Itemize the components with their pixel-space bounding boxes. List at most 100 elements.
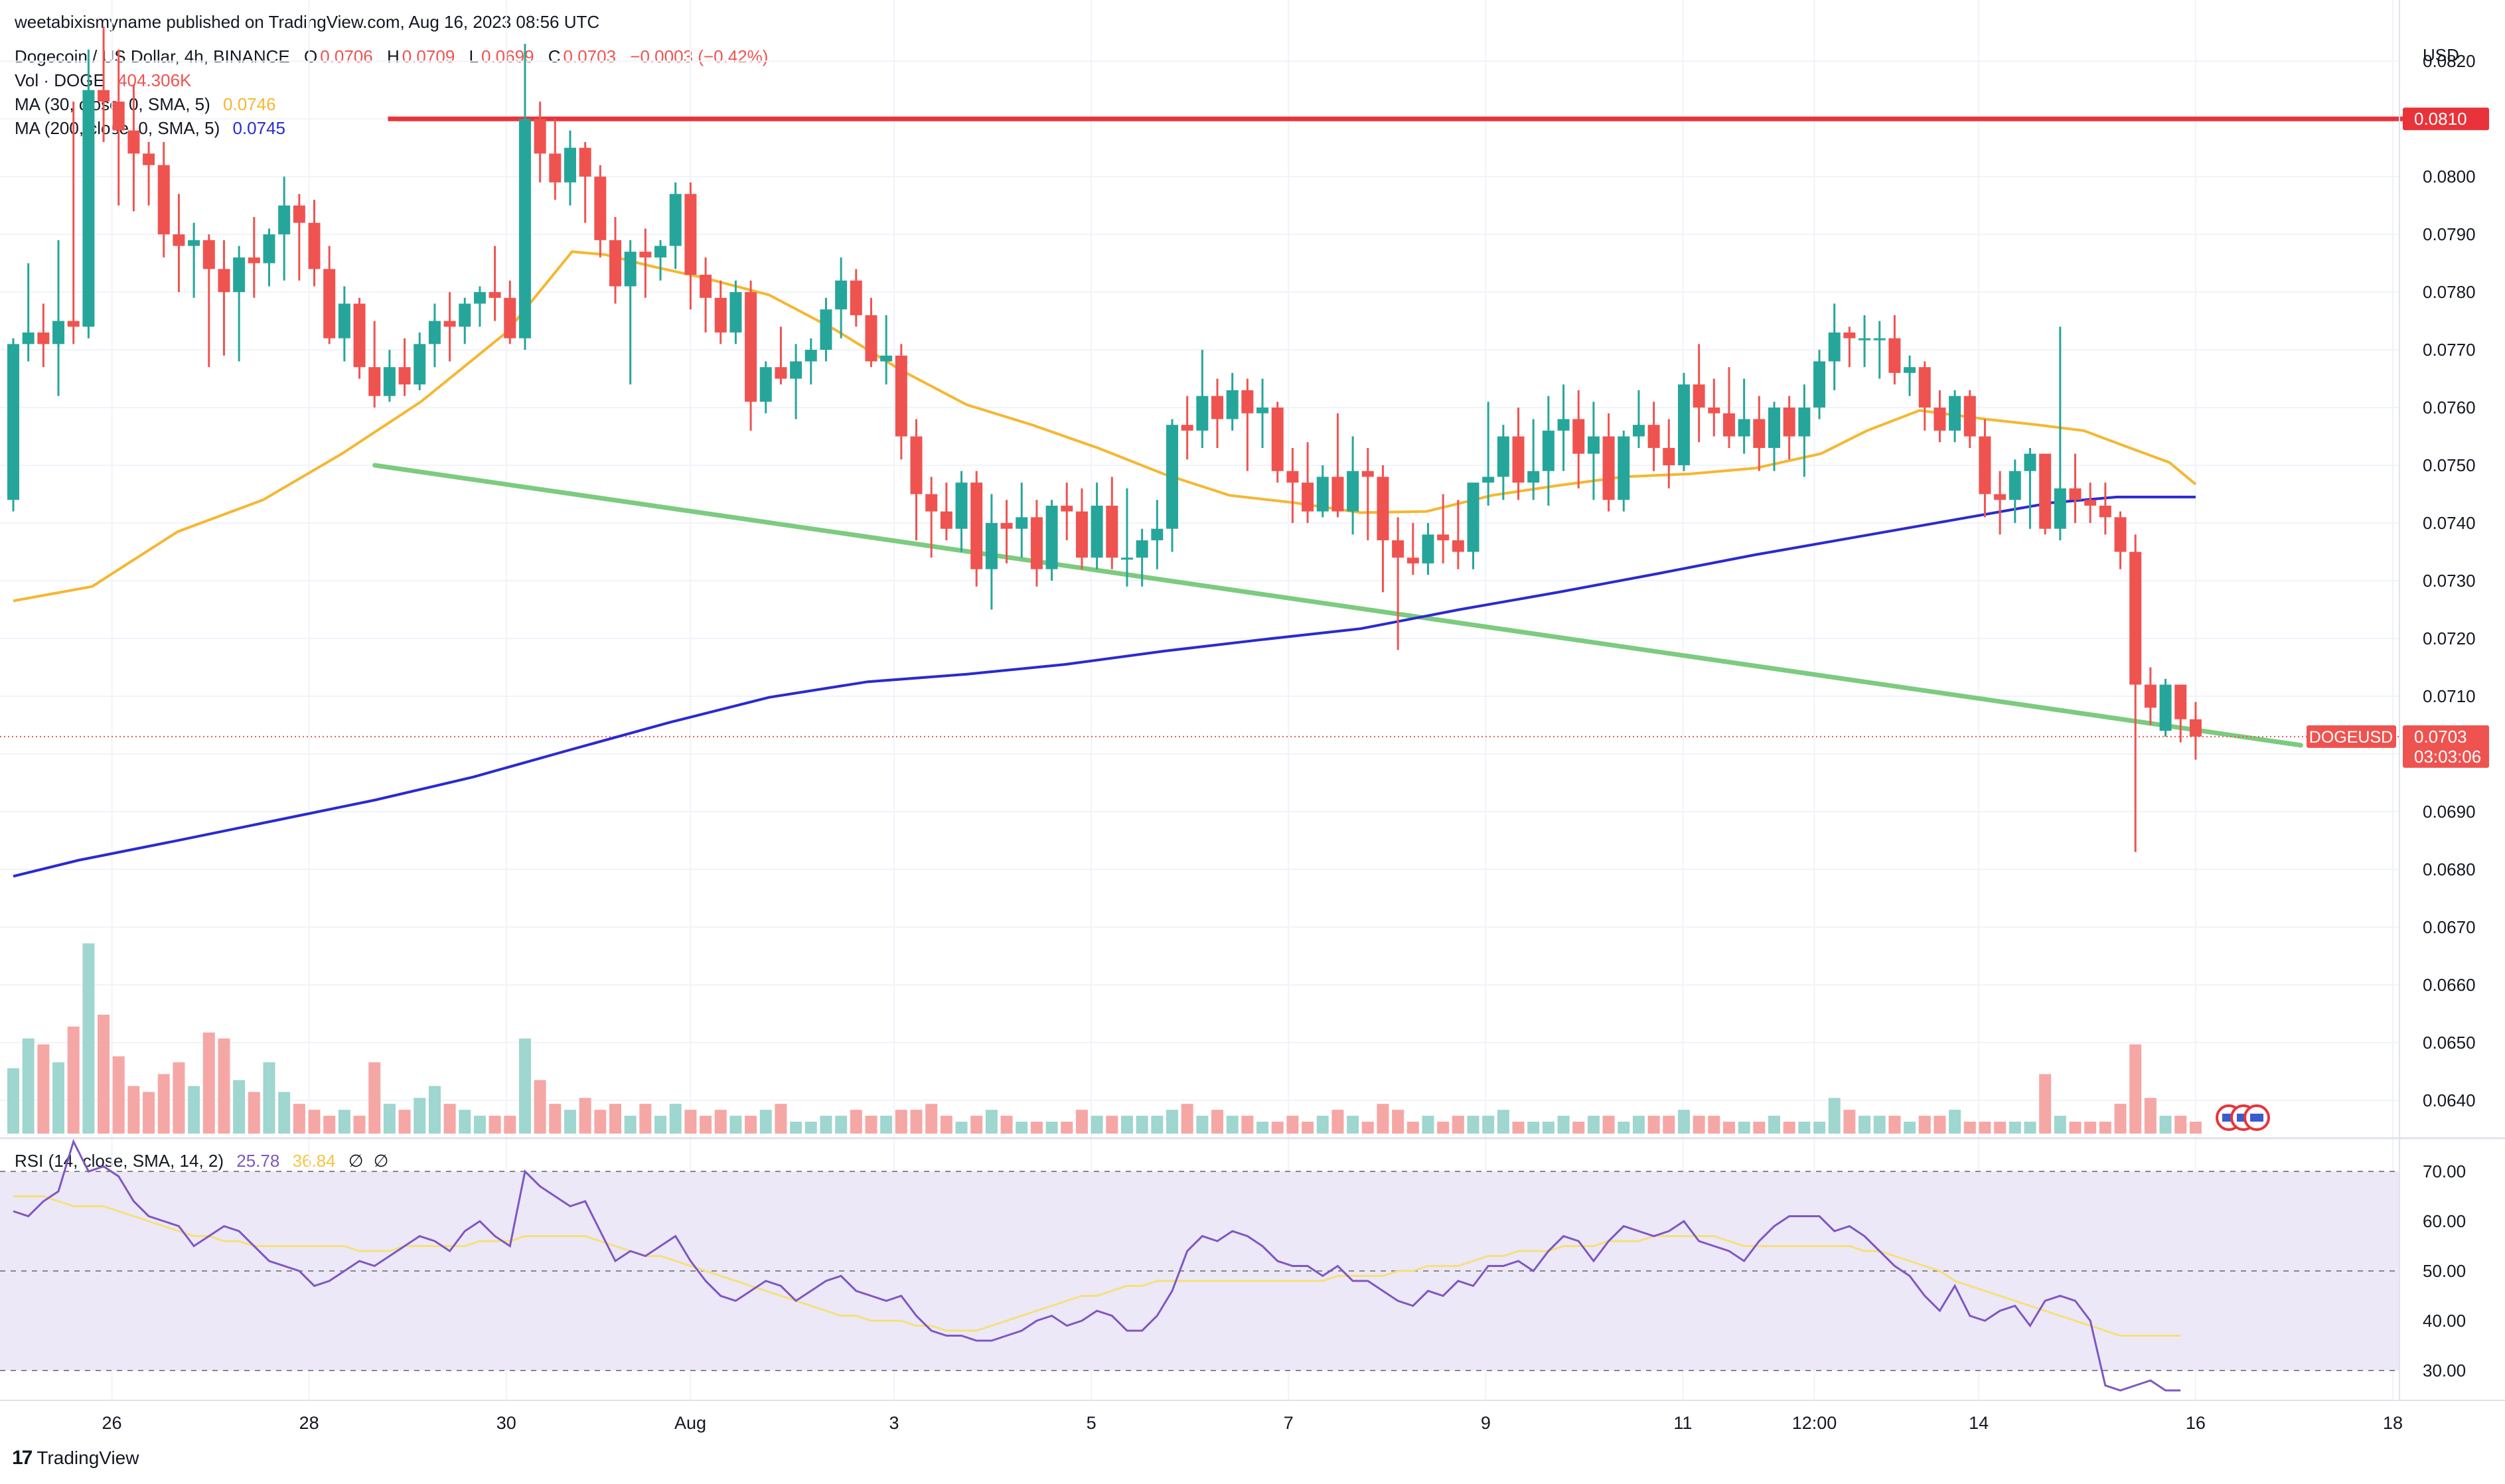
candle — [233, 246, 246, 362]
candle — [489, 246, 501, 321]
volume-bar — [940, 1116, 952, 1134]
candle — [414, 332, 426, 390]
footer-brand[interactable]: 17 TradingView — [12, 1447, 139, 1469]
volume-bar — [745, 1116, 757, 1134]
candle — [850, 269, 862, 327]
candle — [2054, 327, 2066, 541]
volume-bar — [700, 1116, 712, 1134]
candle — [2084, 482, 2097, 524]
time-tick-label: Aug — [674, 1413, 706, 1433]
volume-bar — [1211, 1110, 1224, 1134]
candle — [1286, 447, 1299, 524]
volume-label[interactable]: Vol · DOGE — [15, 70, 105, 90]
volume-bar — [127, 1086, 140, 1134]
candle — [865, 297, 877, 368]
volume-bar — [2009, 1122, 2021, 1134]
support-line[interactable] — [372, 463, 2303, 748]
candle — [98, 27, 110, 142]
price-tick-label: 0.0750 — [2423, 455, 2476, 475]
candle — [594, 165, 607, 258]
candle — [970, 471, 983, 587]
candle — [714, 280, 727, 344]
volume-bar — [518, 1038, 531, 1134]
candle — [1016, 482, 1028, 558]
candle — [1768, 402, 1780, 471]
candle — [1587, 402, 1600, 500]
volume-bar — [1873, 1116, 1886, 1134]
time-axis[interactable]: 26 28 30 Aug 3 5 7 9 11 12:00 14 16 18 — [102, 1413, 2403, 1433]
candle — [1467, 482, 1480, 569]
volume-bar — [1542, 1122, 1555, 1134]
rsi-label[interactable]: RSI (14, close, SMA, 14, 2) — [15, 1151, 224, 1171]
volume-bar — [2189, 1122, 2202, 1134]
time-tick-label: 9 — [1481, 1413, 1491, 1433]
price-tick-label: 0.0730 — [2423, 571, 2476, 591]
volume-bar — [1693, 1116, 1705, 1134]
candle — [985, 494, 998, 610]
candle — [398, 338, 411, 396]
candle — [1934, 390, 1946, 443]
candle — [1181, 396, 1193, 460]
volume-bar — [850, 1110, 862, 1134]
volume-bar — [1120, 1116, 1133, 1134]
candle — [2159, 678, 2172, 737]
volume-bar — [1045, 1122, 1058, 1134]
candle — [1211, 378, 1224, 448]
volume-bar — [1753, 1122, 1766, 1134]
price-tick-label: 0.0670 — [2423, 917, 2476, 937]
candle — [1618, 430, 1630, 512]
candle — [37, 303, 50, 368]
candle — [518, 44, 531, 350]
volume-bar — [1647, 1116, 1660, 1134]
volume-bar — [1798, 1122, 1811, 1134]
candle — [2099, 482, 2111, 535]
volume-bar — [1166, 1110, 1178, 1134]
candle — [609, 217, 622, 304]
price-axis[interactable]: USD0.08200.08100.08000.07900.07800.07700… — [2423, 45, 2476, 1110]
volume-bar — [1000, 1116, 1013, 1134]
candle — [473, 286, 486, 327]
symbol-title[interactable]: Dogecoin / US Dollar, 4h, BINANCE — [15, 46, 290, 66]
rsi-tick-label: 30.00 — [2423, 1361, 2466, 1380]
volume-bar — [293, 1104, 305, 1134]
symbol-tag: DOGEUSD — [2309, 728, 2393, 747]
volume-bar — [1075, 1110, 1088, 1134]
volume-bar — [414, 1098, 426, 1134]
candle — [1091, 482, 1103, 569]
economic-event-icons[interactable] — [2216, 1104, 2270, 1131]
candle — [1241, 378, 1254, 471]
candle — [684, 182, 697, 310]
volume-bar — [1527, 1122, 1540, 1134]
candle — [1316, 465, 1329, 518]
candle — [1708, 378, 1720, 437]
rsi-ma-value: 36.84 — [292, 1151, 336, 1171]
candle — [1873, 321, 1886, 379]
volume-bar — [775, 1104, 787, 1134]
rsi-axis[interactable]: 70.00 60.00 50.00 40.00 30.00 — [2423, 1161, 2466, 1380]
volume-bar — [1783, 1122, 1795, 1134]
axis-price-tag-value: 0.0703 — [2414, 727, 2467, 747]
candle — [428, 303, 441, 368]
time-tick-label: 3 — [889, 1413, 899, 1433]
candle — [1602, 413, 1615, 512]
volume-bar — [218, 1038, 230, 1134]
volume-bar — [248, 1092, 260, 1134]
ma200-value: 0.0745 — [232, 118, 285, 138]
candle — [1904, 355, 1916, 396]
volume-bar — [594, 1110, 607, 1134]
volume-bar — [428, 1086, 441, 1134]
volume-bar — [504, 1116, 516, 1134]
open-value: 0.0706 — [320, 46, 373, 66]
price-tick-label: 0.0680 — [2423, 859, 2476, 879]
volume-bar — [1196, 1116, 1209, 1134]
volume-bar — [1557, 1116, 1570, 1134]
candle — [202, 234, 215, 368]
volume-bar — [188, 1086, 200, 1134]
candle — [218, 240, 230, 356]
volume-bar — [1512, 1122, 1525, 1134]
volume-bar — [2084, 1122, 2097, 1134]
volume-bar — [910, 1110, 923, 1134]
volume-bar — [489, 1116, 501, 1134]
